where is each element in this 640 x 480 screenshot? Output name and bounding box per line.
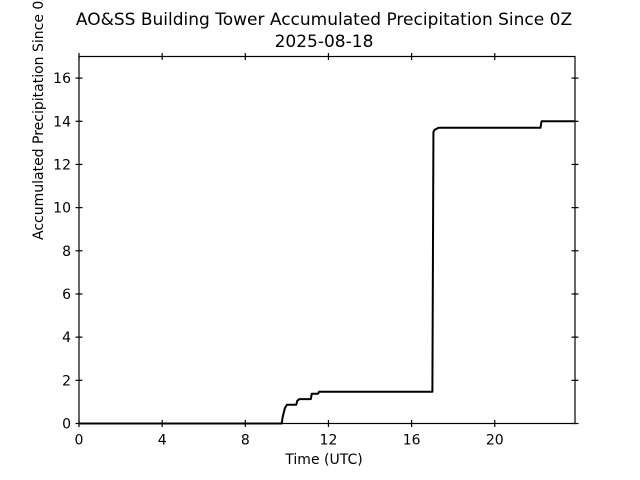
chart-title-line1: AO&SS Building Tower Accumulated Precipi… bbox=[75, 10, 573, 30]
precipitation-line bbox=[79, 120, 575, 425]
x-tick-label: 0 bbox=[75, 433, 84, 449]
x-tick-label: 12 bbox=[320, 433, 338, 449]
y-tick-label: 14 bbox=[53, 114, 71, 130]
y-tick-label: 0 bbox=[62, 417, 71, 433]
y-tick-label: 16 bbox=[53, 71, 71, 87]
y-tick-label: 4 bbox=[62, 330, 71, 346]
y-tick-label: 10 bbox=[53, 201, 71, 217]
y-tick-label: 8 bbox=[62, 244, 71, 260]
x-tick-label: 20 bbox=[486, 433, 504, 449]
x-tick-label: 4 bbox=[158, 433, 167, 449]
x-axis-label: Time (UTC) bbox=[285, 452, 363, 468]
y-tick-label: 12 bbox=[53, 157, 71, 173]
y-tick-label: 6 bbox=[62, 287, 71, 303]
y-tick-label: 2 bbox=[62, 373, 71, 389]
x-tick-label: 16 bbox=[403, 433, 421, 449]
chart-title: AO&SS Building Tower Accumulated Precipi… bbox=[4, 9, 640, 53]
axes-spines bbox=[78, 55, 576, 425]
x-tick-label: 8 bbox=[241, 433, 250, 449]
chart-title-line2: 2025-08-18 bbox=[274, 32, 374, 52]
